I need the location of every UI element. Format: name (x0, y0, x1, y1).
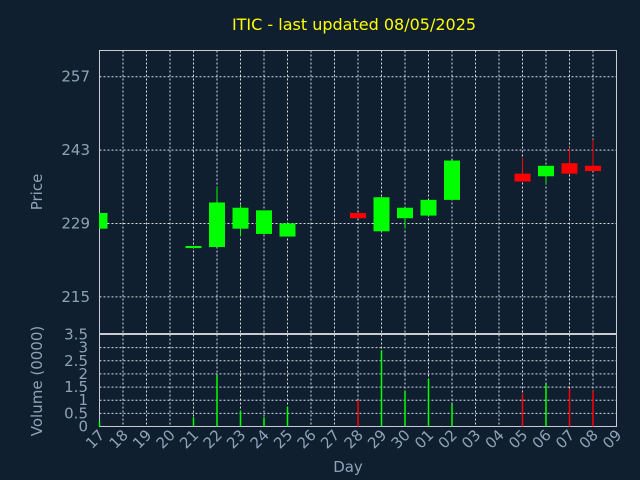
candle (232, 205, 249, 237)
volume-bar (592, 391, 594, 427)
volume-y-tick-label: 0.5 (64, 404, 88, 422)
volume-bars (98, 350, 594, 427)
x-tick-label: 18 (106, 426, 132, 452)
x-tick-label: 08 (576, 426, 602, 452)
volume-y-tick-label: 3.5 (64, 326, 88, 344)
x-tick-label: 19 (129, 426, 155, 452)
candle (444, 160, 460, 200)
price-y-tick-label: 243 (61, 141, 90, 159)
x-tick-label: 22 (200, 426, 226, 452)
candle-body (279, 223, 296, 237)
volume-bar (568, 388, 571, 427)
candle-body (232, 207, 249, 229)
volume-y-tick-label: 1 (78, 391, 88, 409)
candle (279, 223, 296, 237)
volume-bar (98, 421, 101, 427)
volume-y-tick-label: 2 (78, 365, 88, 383)
candle (420, 199, 437, 216)
candle (538, 165, 554, 185)
candle (350, 212, 366, 219)
candle (373, 197, 390, 232)
candle-body (373, 197, 390, 232)
candle (185, 245, 202, 249)
price-y-tick-label: 229 (61, 214, 90, 232)
x-tick-label: 28 (341, 426, 367, 452)
price-y-tick-label: 215 (61, 288, 90, 306)
candle-body (99, 212, 108, 229)
candle-body (538, 165, 554, 177)
price-grid (99, 50, 617, 334)
volume-y-tick-label: 3 (78, 339, 88, 357)
x-tick-label: 01 (411, 426, 437, 452)
volume-y-tick-label: 1.5 (64, 378, 88, 396)
volume-bar (357, 400, 359, 427)
chart-title: ITIC - last updated 08/05/2025 (232, 15, 476, 34)
x-ticks: 1718192021222324252627282930010203040506… (82, 426, 625, 452)
volume-panel: 00.511.522.533.5 Volume (0000) (28, 326, 617, 436)
price-panel: 215 229 243 257 Price (28, 50, 617, 334)
volume-bar (192, 417, 195, 427)
volume-y-tick-label: 2.5 (64, 352, 88, 370)
volume-bar (216, 375, 218, 427)
volume-bar (404, 391, 406, 427)
candle-body (444, 160, 460, 200)
volume-y-ticks: 00.511.522.533.5 (64, 326, 88, 436)
candle-body (420, 199, 437, 216)
price-y-label: Price (28, 174, 46, 211)
candle-body (397, 207, 413, 219)
x-tick-label: 29 (364, 426, 390, 452)
x-tick-label: 21 (176, 426, 202, 452)
volume-bar (380, 350, 383, 427)
volume-bar (239, 410, 242, 427)
candle (397, 207, 413, 229)
candle (561, 147, 578, 174)
candle-body (256, 210, 272, 234)
x-tick-label: 20 (153, 426, 179, 452)
volume-bar (545, 384, 547, 427)
candle-body (350, 212, 366, 219)
x-tick-label: 26 (294, 426, 320, 452)
candle (209, 186, 225, 248)
candle (514, 157, 531, 182)
x-tick-label: 30 (388, 426, 414, 452)
volume-y-tick-label: 0 (78, 418, 88, 436)
volume-bar (521, 393, 524, 427)
candle-body (209, 202, 225, 248)
x-tick-label: 27 (317, 426, 343, 452)
candle (99, 212, 108, 229)
x-tick-label: 03 (458, 426, 484, 452)
volume-bar (263, 417, 265, 427)
x-tick-label: 04 (482, 426, 508, 452)
volume-bar (286, 406, 289, 427)
x-tick-label: 23 (223, 426, 249, 452)
volume-y-label: Volume (0000) (28, 326, 46, 436)
x-tick-label: 05 (505, 426, 531, 452)
volume-bar (451, 404, 453, 427)
candle-body (185, 245, 202, 249)
candle (585, 139, 601, 172)
candle-body (561, 163, 578, 174)
x-tick-label: 07 (552, 426, 578, 452)
candle (256, 210, 272, 234)
x-tick-label: 24 (247, 426, 273, 452)
candle-body (585, 165, 601, 172)
volume-bar (427, 379, 430, 427)
candle-body (514, 173, 531, 182)
price-y-tick-label: 257 (61, 68, 90, 86)
x-tick-label: 06 (529, 426, 555, 452)
price-y-ticks: 215 229 243 257 (61, 68, 90, 306)
x-tick-label: 02 (435, 426, 461, 452)
x-tick-label: 09 (599, 426, 625, 452)
x-label: Day (333, 458, 363, 476)
candles (99, 139, 601, 249)
x-tick-label: 25 (270, 426, 296, 452)
